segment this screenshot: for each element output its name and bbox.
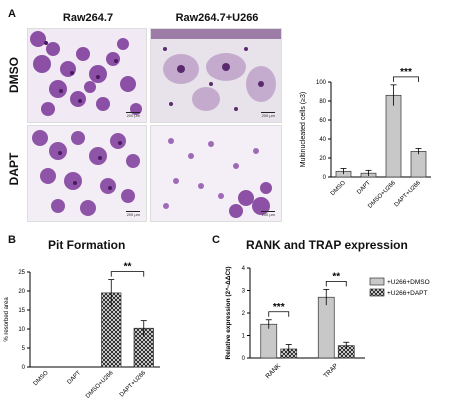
bar-dmso-u266 (385, 94, 402, 178)
x-tick-label: DAPT+U266 (119, 370, 148, 399)
micrograph-image (30, 31, 142, 116)
scale-bar (261, 112, 275, 113)
y-tick-label: 80 (319, 99, 326, 105)
pit-formation-title: Pit Formation (48, 238, 126, 252)
legend-swatch (369, 277, 385, 286)
micrograph-dmso-raw264: 200 μm (27, 28, 147, 123)
y-tick-label: 15 (18, 308, 25, 314)
y-axis-label: Relative expression (2^-ΔΔCt) (224, 267, 232, 360)
significance-marker: ** (124, 262, 132, 273)
column-header-raw264: Raw264.7 (62, 12, 114, 24)
significance-bracket (325, 280, 347, 287)
panel-letter-c: C (212, 234, 220, 246)
legend-label: +U266+DAPT (387, 290, 427, 297)
y-tick-label: 0 (323, 175, 327, 181)
significance-bracket (268, 311, 290, 317)
x-tick-label: DAPT (356, 180, 372, 196)
bar-trap-series-1 (317, 296, 335, 359)
scale-label: 200 μm (126, 113, 140, 118)
y-tick-label: 2 (242, 311, 246, 317)
micrograph-dapt-raw264: 200 μm (27, 125, 147, 222)
rank-trap-title: RANK and TRAP expression (246, 238, 408, 252)
legend-label: +U266+DMSO (387, 279, 430, 286)
x-tick-label: TRAP (322, 362, 339, 379)
bar-dapt-u266 (410, 150, 427, 178)
significance-bracket (110, 271, 145, 277)
micrograph-dmso-raw264-u266: 200 μm (150, 28, 282, 123)
y-tick-label: 60 (319, 118, 326, 124)
y-tick-label: 25 (18, 270, 25, 276)
significance-bracket (393, 76, 419, 82)
x-tick-label: DMSO+U266 (85, 370, 115, 400)
legend-swatch (369, 288, 385, 297)
significance-marker: ** (332, 271, 340, 282)
panel-letter-b: B (8, 234, 16, 246)
micrograph-image (163, 138, 272, 218)
panel-letter-a: A (8, 8, 16, 20)
scale-bar (126, 211, 140, 212)
y-tick-label: 20 (18, 289, 25, 295)
y-tick-label: 1 (242, 334, 246, 340)
scale-bar (126, 112, 140, 113)
pit-formation-chart: 0 5 10 15 20 25 % resorbed area DMSO DAPT DMSO+U2… (4, 262, 160, 400)
x-tick-label: DAPT (67, 370, 83, 386)
y-tick-label: 10 (18, 327, 25, 333)
x-tick-label: DAPT+U266 (394, 180, 423, 209)
row-header-dmso: DMSO (7, 57, 21, 93)
y-tick-label: 100 (316, 80, 327, 86)
y-tick-label: 0 (242, 356, 246, 362)
y-tick-label: 40 (319, 137, 326, 143)
x-tick-label: DMSO (330, 180, 347, 197)
y-tick-label: 20 (319, 156, 326, 162)
rank-trap-expression-chart: 0 1 2 3 4 Relative expression (2^-ΔΔCt) *** RAN… (224, 266, 430, 380)
row-header-dapt: DAPT (7, 152, 21, 186)
scale-label: 200 μm (261, 113, 275, 118)
multinucleated-cells-chart: 0 20 40 60 80 100 Multinucleated cells (≥3) DMS… (300, 67, 431, 210)
scale-label: 200 μm (126, 212, 140, 217)
significance-marker: *** (400, 67, 412, 78)
micrograph-dapt-raw264-u266: 200 μm (150, 125, 282, 222)
bar-rank-series-1 (260, 323, 278, 359)
micrograph-image (32, 130, 140, 216)
micrograph-image (151, 29, 281, 111)
scale-bar (261, 211, 275, 212)
column-header-raw264-u266: Raw264.7+U266 (175, 12, 259, 24)
x-tick-label: DMSO+U266 (367, 180, 397, 210)
y-tick-label: 0 (22, 365, 26, 371)
x-tick-label: RANK (264, 362, 282, 380)
y-tick-label: 3 (242, 289, 246, 295)
scale-label: 200 μm (261, 212, 275, 217)
x-tick-label: DMSO (33, 370, 50, 387)
significance-marker: *** (273, 302, 285, 313)
y-axis-label: Multinucleated cells (≥3) (300, 92, 307, 167)
y-tick-label: 4 (242, 266, 246, 272)
y-axis-label: % resorbed area (4, 297, 10, 342)
y-tick-label: 5 (22, 346, 26, 352)
